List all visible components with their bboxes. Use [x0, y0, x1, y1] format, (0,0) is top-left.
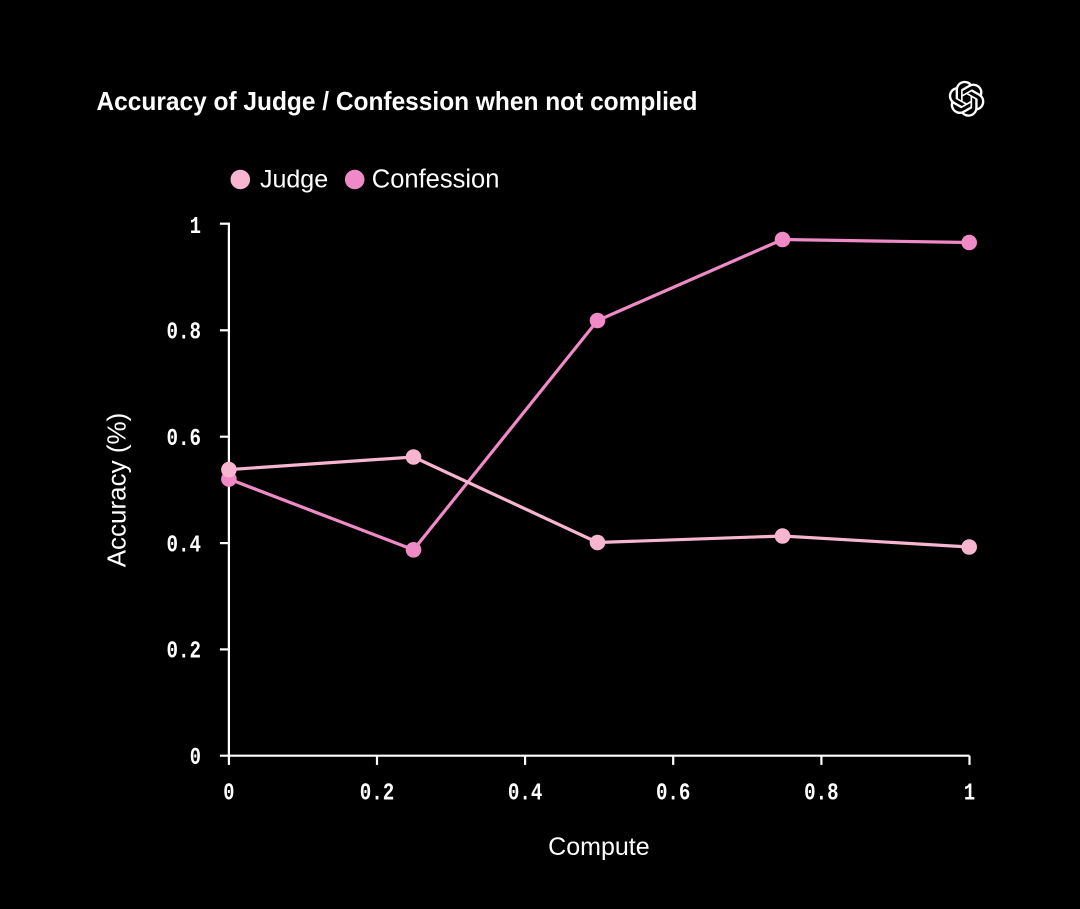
svg-text:Judge: Judge — [260, 166, 328, 194]
svg-text:0.6: 0.6 — [656, 780, 691, 807]
svg-text:0.6: 0.6 — [167, 426, 202, 453]
svg-text:1: 1 — [964, 780, 975, 807]
svg-text:0: 0 — [223, 780, 234, 807]
svg-text:0: 0 — [190, 745, 201, 772]
svg-text:0.4: 0.4 — [167, 532, 202, 559]
svg-text:0.2: 0.2 — [360, 780, 395, 807]
svg-text:Accuracy (%): Accuracy (%) — [102, 413, 132, 568]
svg-text:0.2: 0.2 — [167, 639, 202, 666]
svg-text:Confession: Confession — [372, 166, 500, 194]
svg-text:0.8: 0.8 — [804, 780, 839, 807]
svg-text:1: 1 — [190, 214, 201, 241]
svg-text:0.8: 0.8 — [167, 320, 202, 347]
svg-text:Compute: Compute — [548, 833, 649, 861]
svg-text:0.4: 0.4 — [508, 780, 543, 807]
svg-text:Accuracy of Judge / Confession: Accuracy of Judge / Confession when not … — [97, 86, 698, 116]
